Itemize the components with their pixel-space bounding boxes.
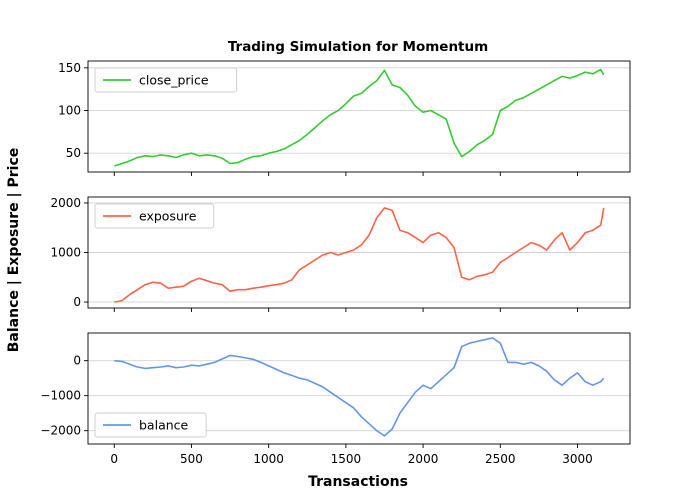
legend-label: balance bbox=[139, 418, 189, 433]
series-line-balance bbox=[114, 337, 605, 437]
y-tick-label: 1000 bbox=[50, 246, 81, 260]
x-tick-label: 0 bbox=[110, 452, 118, 466]
x-tick-label: 2000 bbox=[408, 452, 439, 466]
x-tick-label: 1500 bbox=[331, 452, 362, 466]
y-tick-label: −2000 bbox=[40, 424, 81, 438]
plot-frame bbox=[87, 332, 631, 445]
chart-title: Trading Simulation for Momentum bbox=[228, 39, 488, 55]
y-tick-label: 0 bbox=[73, 295, 81, 309]
y-axis-label: Balance | Exposure | Price bbox=[6, 148, 22, 353]
x-tick-label: 500 bbox=[180, 452, 203, 466]
y-tick-label: 50 bbox=[66, 146, 81, 160]
x-axis-label: Transactions bbox=[308, 474, 408, 490]
y-tick-label: 100 bbox=[58, 104, 81, 118]
y-tick-label: 2000 bbox=[50, 196, 81, 210]
legend-box bbox=[94, 412, 207, 438]
panel-1: 50 100 150 close_price bbox=[58, 60, 631, 176]
legend-box bbox=[94, 67, 238, 93]
plot-frame bbox=[87, 196, 631, 309]
y-tick-label: 0 bbox=[73, 354, 81, 368]
y-tick-label: 150 bbox=[58, 61, 81, 75]
legend-label: close_price bbox=[139, 73, 209, 88]
plot-frame bbox=[87, 60, 631, 173]
y-tick-label: −1000 bbox=[40, 389, 81, 403]
panel-2: 0 1000 2000 exposure bbox=[50, 196, 631, 312]
x-tick-label: 1000 bbox=[253, 452, 284, 466]
legend-label: exposure bbox=[139, 209, 197, 224]
panel-3: 0 −1000 −2000 0 500 1000 1500 2000 2500 3000 balan… bbox=[40, 332, 631, 466]
series-line-exposure bbox=[114, 207, 605, 303]
x-tick-label: 2500 bbox=[485, 452, 516, 466]
series-line-close-price bbox=[114, 68, 605, 167]
x-tick-label: 3000 bbox=[562, 452, 593, 466]
legend-box bbox=[94, 203, 215, 229]
panels: 50 100 150 close_price 0 1000 2000 exposure 0 −10… bbox=[40, 60, 631, 466]
